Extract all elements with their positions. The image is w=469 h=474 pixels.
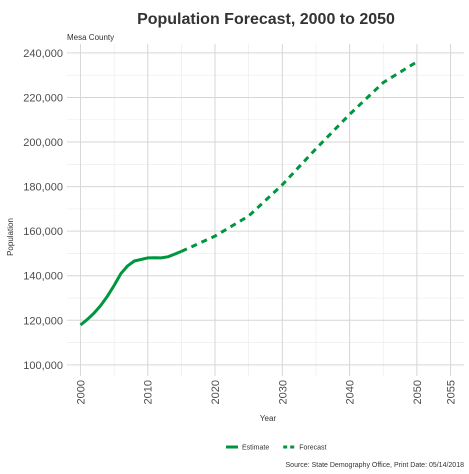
x-tick-label: 2055	[446, 380, 458, 404]
legend-label-forecast: Forecast	[299, 445, 326, 452]
chart-subtitle: Mesa County	[67, 33, 114, 42]
x-tick-label: 2010	[143, 380, 155, 404]
y-tick-label: 200,000	[23, 137, 63, 149]
series-line-estimate	[79, 250, 182, 327]
legend: Estimate Forecast	[226, 445, 326, 452]
y-tick-label: 120,000	[23, 315, 63, 327]
series-line-forecast	[180, 60, 418, 253]
y-axis-title: Population	[6, 218, 15, 256]
y-tick-label: 160,000	[23, 226, 63, 238]
x-tick-label: 2000	[75, 380, 87, 404]
x-tick-label: 2050	[412, 380, 424, 404]
x-axis-title: Year	[260, 414, 277, 423]
x-tick-label: 2020	[210, 380, 222, 404]
grid	[67, 44, 464, 376]
x-tick-label: 2040	[345, 380, 357, 404]
y-tick-label: 220,000	[23, 92, 63, 104]
chart-caption: Source: State Demography Office, Print D…	[286, 462, 465, 469]
data-series	[79, 60, 418, 327]
y-tick-label: 180,000	[23, 182, 63, 194]
axis-ticks: 100,000 120,000 140,000 160,000 180,000 200,0…	[23, 48, 457, 405]
y-tick-label: 100,000	[23, 360, 63, 372]
chart-title: Population Forecast, 2000 to 2050	[137, 11, 395, 28]
y-tick-label: 140,000	[23, 271, 63, 283]
x-tick-label: 2030	[277, 380, 289, 404]
y-tick-label: 240,000	[23, 48, 63, 60]
legend-label-estimate: Estimate	[242, 445, 269, 452]
